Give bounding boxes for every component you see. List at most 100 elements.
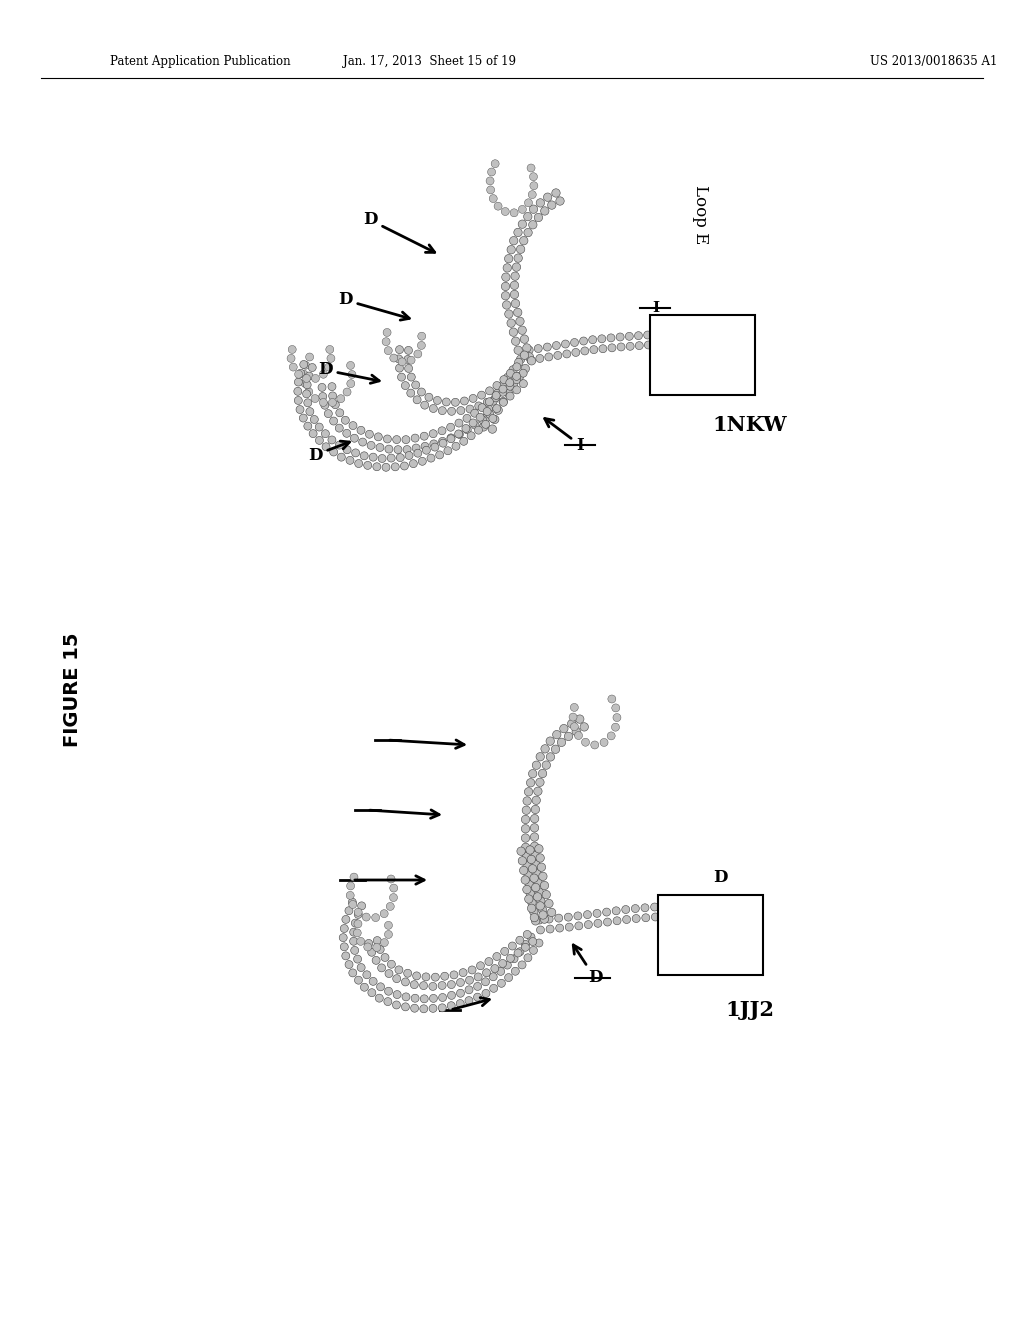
- Circle shape: [420, 1005, 428, 1012]
- Circle shape: [613, 714, 621, 722]
- Circle shape: [429, 404, 437, 412]
- Text: 1JJ2: 1JJ2: [725, 1001, 774, 1020]
- Circle shape: [490, 416, 499, 424]
- Circle shape: [340, 924, 348, 932]
- Circle shape: [330, 447, 338, 455]
- Circle shape: [385, 445, 393, 453]
- Circle shape: [322, 430, 330, 438]
- Circle shape: [392, 436, 400, 444]
- Circle shape: [664, 921, 672, 929]
- Text: US 2013/0018635 A1: US 2013/0018635 A1: [870, 55, 997, 69]
- Circle shape: [642, 913, 650, 921]
- Circle shape: [357, 902, 366, 909]
- Circle shape: [412, 381, 420, 389]
- Circle shape: [693, 906, 701, 913]
- Circle shape: [541, 882, 549, 890]
- Circle shape: [535, 345, 543, 352]
- Circle shape: [447, 1002, 456, 1010]
- Circle shape: [475, 401, 482, 411]
- Circle shape: [500, 399, 508, 407]
- Circle shape: [357, 964, 366, 972]
- Circle shape: [685, 376, 693, 384]
- Circle shape: [591, 741, 599, 748]
- Circle shape: [541, 915, 549, 923]
- Circle shape: [552, 342, 560, 350]
- Circle shape: [431, 973, 439, 981]
- Circle shape: [695, 346, 703, 354]
- Circle shape: [509, 327, 517, 337]
- Circle shape: [326, 346, 334, 354]
- Circle shape: [519, 380, 527, 388]
- Circle shape: [305, 352, 313, 360]
- Circle shape: [525, 880, 534, 888]
- Circle shape: [350, 434, 358, 442]
- Circle shape: [360, 451, 369, 459]
- Circle shape: [580, 337, 588, 345]
- Circle shape: [598, 335, 606, 343]
- Circle shape: [664, 906, 672, 913]
- Circle shape: [315, 437, 324, 445]
- Circle shape: [493, 953, 501, 961]
- Circle shape: [575, 715, 584, 723]
- Circle shape: [551, 744, 560, 754]
- Circle shape: [342, 915, 350, 924]
- Circle shape: [570, 723, 579, 731]
- Circle shape: [514, 228, 522, 236]
- Circle shape: [348, 898, 356, 906]
- Circle shape: [531, 883, 540, 892]
- Circle shape: [521, 364, 529, 372]
- Circle shape: [589, 335, 597, 343]
- Circle shape: [742, 906, 751, 913]
- Circle shape: [713, 950, 721, 960]
- Circle shape: [394, 446, 402, 454]
- Circle shape: [538, 863, 546, 871]
- Circle shape: [705, 360, 713, 370]
- Circle shape: [350, 873, 358, 880]
- Circle shape: [585, 920, 592, 928]
- Circle shape: [373, 463, 381, 471]
- Circle shape: [457, 407, 465, 414]
- Circle shape: [623, 916, 631, 924]
- Circle shape: [510, 954, 518, 962]
- Circle shape: [384, 998, 392, 1006]
- Circle shape: [473, 993, 481, 1001]
- Circle shape: [569, 713, 578, 721]
- Circle shape: [524, 788, 532, 796]
- Circle shape: [310, 416, 318, 424]
- Circle shape: [527, 164, 536, 172]
- Circle shape: [535, 939, 543, 946]
- Circle shape: [524, 954, 531, 962]
- Circle shape: [353, 956, 361, 964]
- Circle shape: [582, 738, 590, 746]
- Circle shape: [602, 908, 610, 916]
- Circle shape: [554, 351, 562, 359]
- Circle shape: [360, 983, 369, 991]
- Circle shape: [294, 396, 302, 404]
- Circle shape: [523, 213, 532, 220]
- Circle shape: [357, 426, 365, 434]
- Circle shape: [478, 404, 486, 412]
- Circle shape: [421, 401, 429, 409]
- Text: Patent Application Publication: Patent Application Publication: [110, 55, 291, 69]
- Circle shape: [372, 913, 380, 921]
- Circle shape: [724, 331, 732, 339]
- Circle shape: [535, 845, 543, 853]
- Circle shape: [309, 429, 317, 438]
- Circle shape: [329, 399, 337, 407]
- Circle shape: [462, 425, 470, 433]
- Circle shape: [299, 414, 307, 422]
- Circle shape: [528, 865, 537, 873]
- Circle shape: [471, 409, 478, 417]
- Circle shape: [528, 937, 537, 945]
- Circle shape: [440, 973, 449, 981]
- Circle shape: [358, 438, 367, 446]
- Circle shape: [539, 906, 547, 915]
- Circle shape: [337, 453, 345, 461]
- Circle shape: [295, 370, 303, 379]
- Circle shape: [319, 399, 328, 407]
- Circle shape: [685, 346, 693, 354]
- Circle shape: [485, 397, 494, 405]
- Circle shape: [422, 973, 430, 981]
- Circle shape: [452, 442, 460, 450]
- Circle shape: [567, 719, 575, 727]
